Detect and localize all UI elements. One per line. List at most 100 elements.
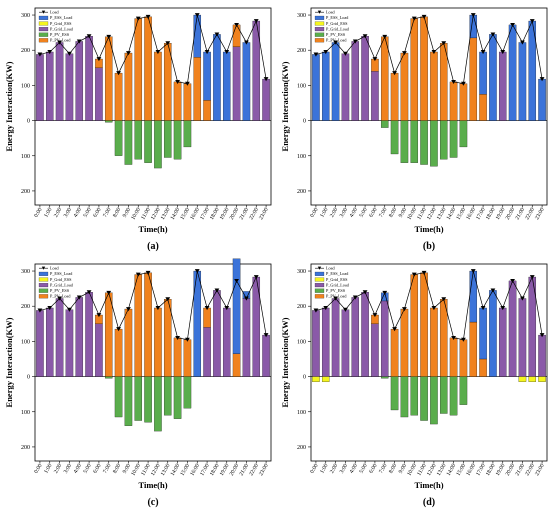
bar-p-pv-load <box>439 43 448 121</box>
bar-p-pv-load <box>430 51 438 121</box>
plot-frame <box>34 7 272 206</box>
legend-label: P_PV_Load <box>50 38 71 43</box>
x-tick-label: 20:00 <box>505 207 517 221</box>
bar-p-pv-ess <box>173 376 182 419</box>
x-tick-label: 20:00 <box>229 463 241 477</box>
bar-p-pv-load <box>449 81 458 121</box>
x-tick-label: 2:00 <box>53 463 63 475</box>
legend-label: P_Grid_Load <box>326 26 350 31</box>
x-tick-label: 21:00 <box>239 463 251 477</box>
x-tick-label: 7:00 <box>378 463 388 475</box>
x-tick-label: 8:00 <box>112 207 122 219</box>
load-line <box>39 270 267 341</box>
bar-p-ess-load <box>518 42 527 121</box>
bar-p-grid-ess <box>321 376 330 382</box>
x-tick-label: 5:00 <box>83 207 93 219</box>
legend-swatch <box>38 277 49 282</box>
bar-p-grid-load <box>85 292 93 377</box>
load-marker <box>253 275 259 280</box>
bar-p-pv-load <box>420 16 428 121</box>
y-tick-label: 100 <box>297 83 306 89</box>
bar-p-grid-load <box>312 310 320 377</box>
bar-p-grid-load <box>95 67 103 121</box>
bar-p-grid-load <box>65 309 74 377</box>
legend-swatch <box>38 27 49 32</box>
load-marker <box>57 40 62 45</box>
bar-p-pv-ess <box>449 120 458 158</box>
bar-p-grid-load <box>351 297 360 377</box>
x-tick-label: 2:00 <box>329 463 339 475</box>
load-marker <box>402 51 407 56</box>
y-axis-title: Energy Interaction(KW) <box>280 317 290 407</box>
legend-swatch <box>314 271 325 276</box>
load-marker <box>431 306 437 311</box>
legend-swatch <box>314 288 325 293</box>
legend-label: P_PV_ESS <box>50 32 70 37</box>
y-tick-label: 0 <box>27 119 30 125</box>
panel-label: (d) <box>423 497 435 508</box>
bar-p-grid-load <box>36 54 44 121</box>
bar-p-pv-ess <box>430 120 438 167</box>
load-marker <box>520 40 525 45</box>
load-marker <box>116 71 121 76</box>
bar-p-ess-load <box>469 270 478 323</box>
bar-p-pv-load <box>449 337 458 377</box>
load-marker <box>529 275 535 280</box>
load-marker <box>175 335 180 341</box>
y-axis-title: Energy Interaction(KW) <box>4 317 14 407</box>
bar-p-pv-load <box>173 81 182 121</box>
x-tick-label: 14:00 <box>170 207 182 221</box>
x-tick-label: 18:00 <box>209 207 221 221</box>
load-marker <box>263 77 269 82</box>
bar-p-grid-load <box>351 41 360 121</box>
bar-p-pv-load <box>469 37 478 121</box>
plot-frame <box>310 263 548 462</box>
bar-p-pv-load <box>144 16 152 121</box>
bar-p-grid-load <box>95 323 103 377</box>
bar-p-pv-load <box>173 337 182 377</box>
x-tick-label: 1:00 <box>319 207 329 219</box>
load-marker <box>263 333 269 338</box>
bar-p-grid-ess <box>538 376 546 382</box>
bar-p-grid-load <box>371 323 379 377</box>
x-tick-label: 7:00 <box>102 207 112 219</box>
bar-p-grid-load <box>331 298 340 377</box>
legend-label: P_ESS_Load <box>326 15 349 20</box>
y-tick-label: 0 <box>303 375 306 381</box>
load-marker <box>343 51 348 56</box>
x-tick-label: 16:00 <box>189 463 201 477</box>
x-tick-label: 15:00 <box>180 207 192 221</box>
legend-label: P_PV_Load <box>326 38 347 43</box>
bar-p-pv-load <box>430 307 438 377</box>
y-tick-label: 100 <box>21 83 30 89</box>
load-marker <box>145 270 151 275</box>
load-marker <box>37 52 43 57</box>
bar-p-pv-load <box>380 36 389 121</box>
load-marker <box>194 13 200 18</box>
bar-p-pv-load <box>232 24 241 47</box>
panel-label: (a) <box>147 241 159 252</box>
load-marker <box>480 50 486 55</box>
bar-p-pv-ess <box>144 120 152 163</box>
load-marker <box>421 270 427 275</box>
bar-p-pv-load <box>104 292 113 377</box>
load-marker <box>224 306 230 311</box>
bar-p-pv-ess <box>449 376 458 416</box>
x-tick-label: 8:00 <box>112 463 122 475</box>
bar-p-pv-load <box>479 94 487 121</box>
bar-p-ess-load <box>489 290 497 377</box>
x-tick-label: 13:00 <box>160 463 172 477</box>
legend-swatch <box>38 271 49 276</box>
bar-p-pv-load <box>439 299 448 377</box>
x-tick-label: 13:00 <box>160 207 172 221</box>
bar-p-grid-ess <box>528 376 537 382</box>
legend-label: P_ESS_Load <box>50 15 73 20</box>
bar-p-pv-ess <box>154 376 162 432</box>
x-tick-label: 19:00 <box>495 463 507 477</box>
y-tick-label: 200 <box>21 304 30 310</box>
x-tick-label: 11:00 <box>416 207 428 221</box>
load-marker <box>539 77 545 82</box>
bar-p-pv-ess <box>410 120 419 163</box>
legend-swatch <box>314 38 325 43</box>
